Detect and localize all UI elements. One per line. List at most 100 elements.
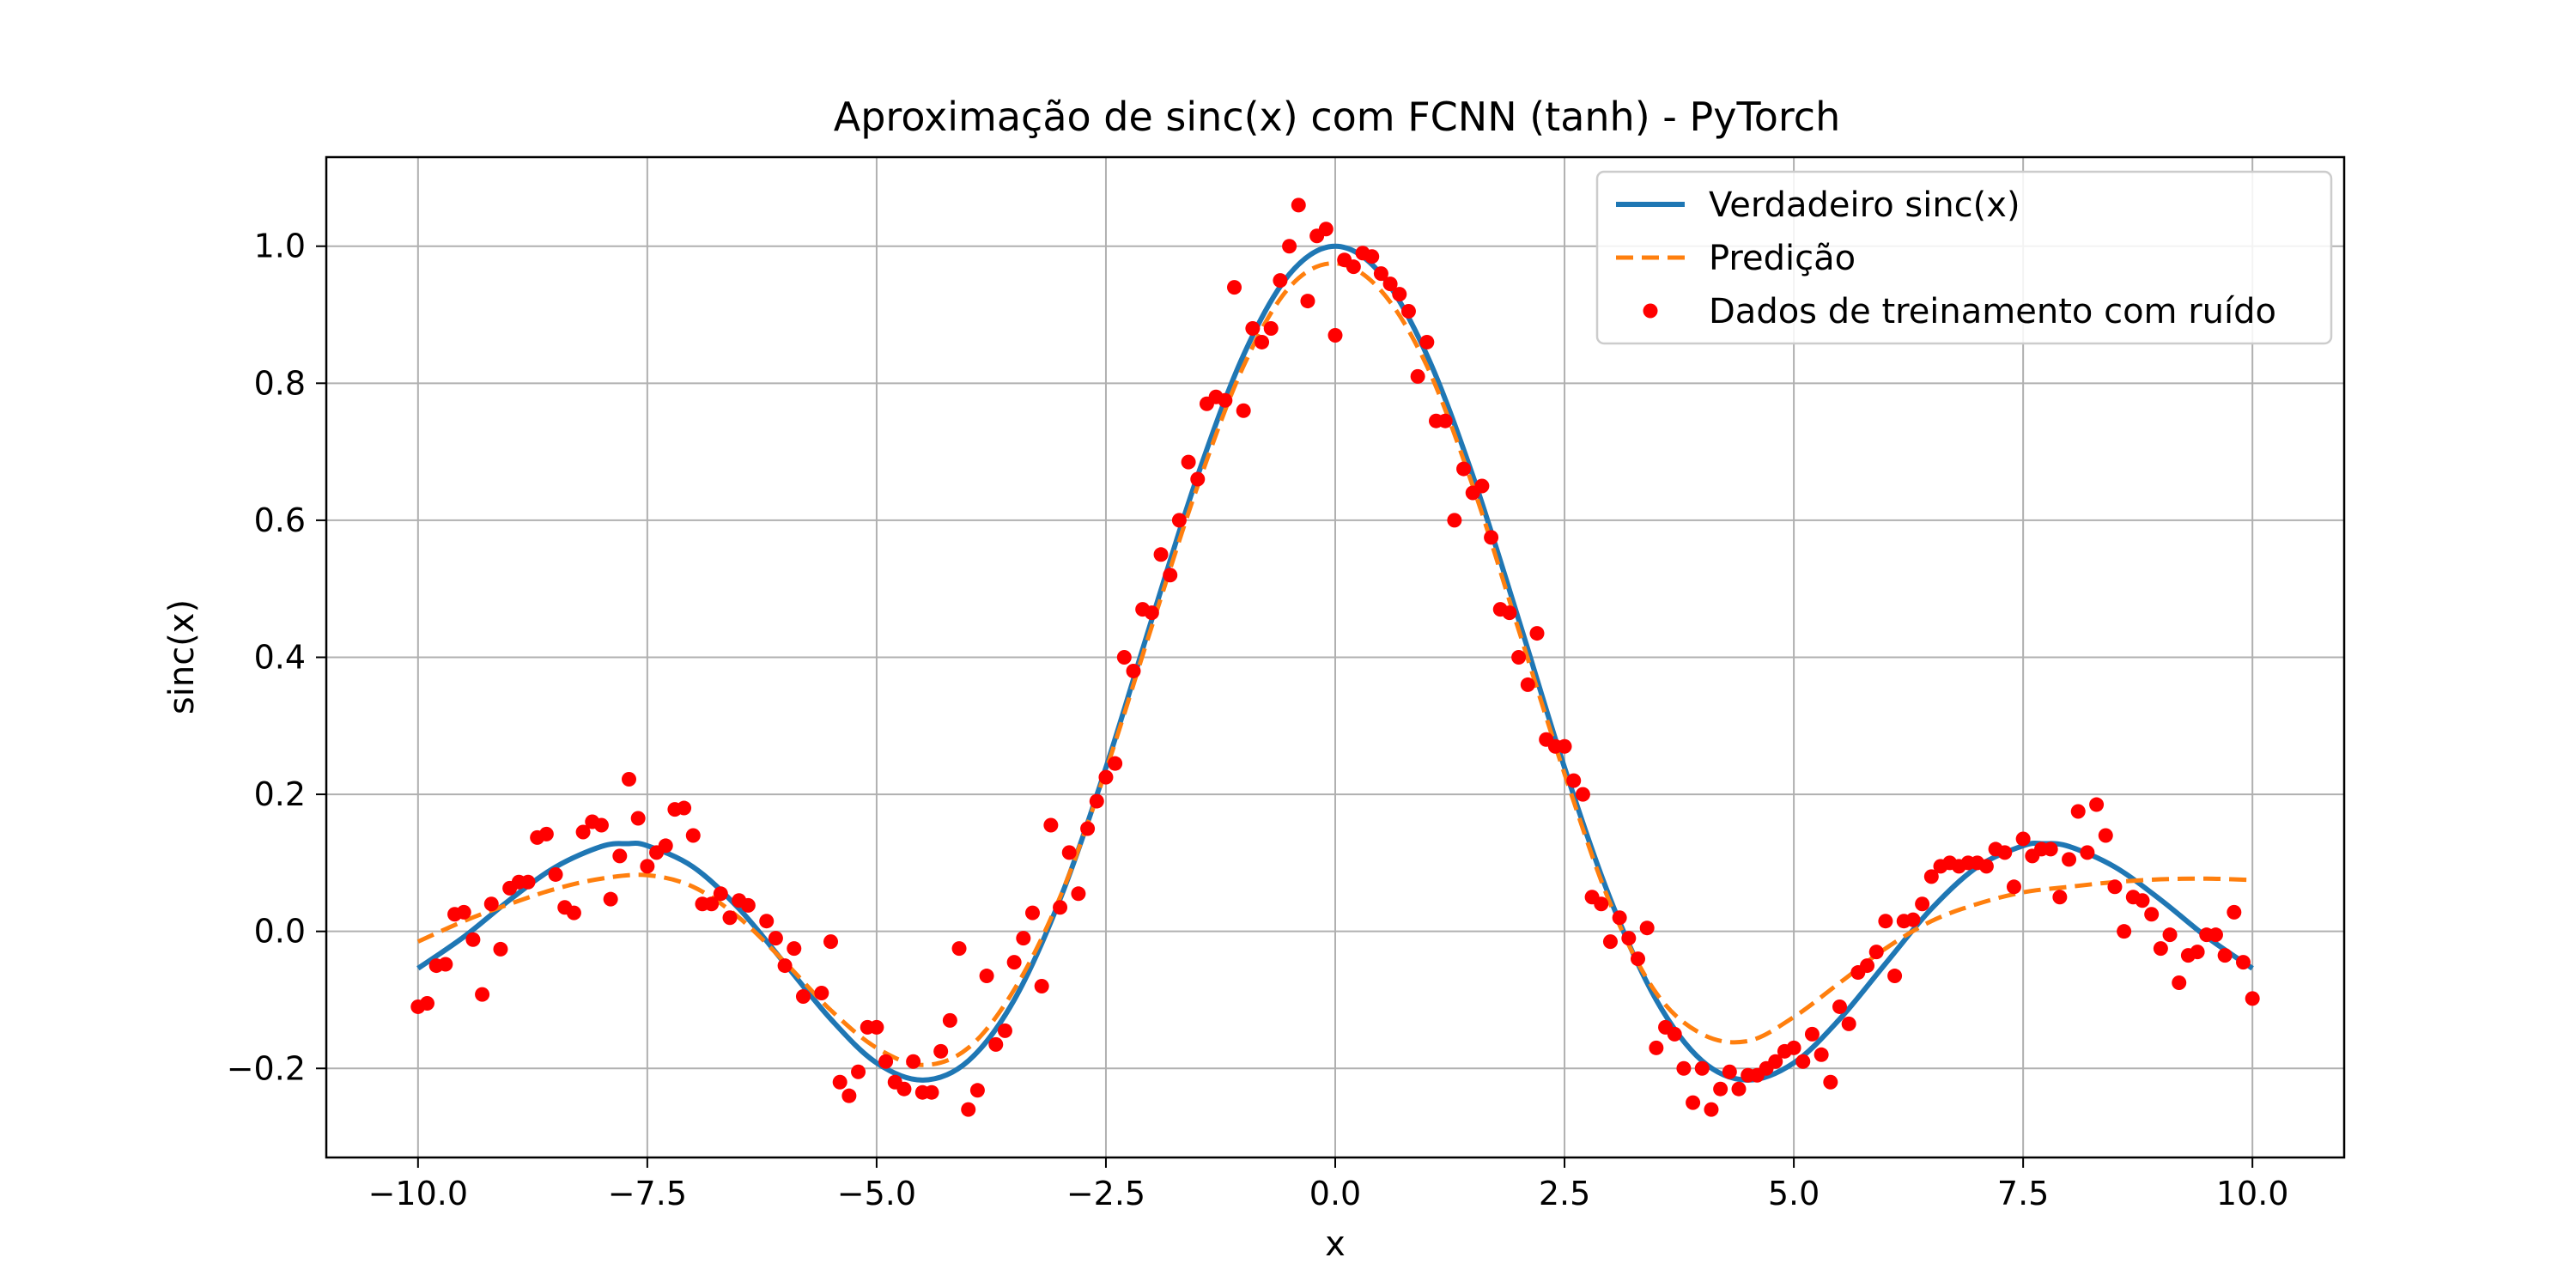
y-tick-label: 1.0	[254, 228, 306, 265]
scatter-point	[1841, 1016, 1856, 1031]
y-tick-label: 0.6	[254, 501, 306, 539]
scatter-point	[593, 817, 609, 833]
scatter-point	[1400, 304, 1416, 319]
scatter-point	[1327, 327, 1343, 343]
scatter-point	[456, 904, 471, 920]
scatter-point	[1089, 793, 1104, 809]
scatter-point	[1602, 934, 1618, 950]
x-tick-label: −10.0	[368, 1175, 468, 1212]
scatter-point	[951, 941, 967, 957]
scatter-point	[538, 826, 554, 841]
scatter-point	[1300, 294, 1315, 309]
scatter-point	[2172, 975, 2187, 991]
scatter-point	[823, 934, 838, 950]
scatter-point	[1043, 817, 1059, 833]
scatter-point	[1713, 1081, 1728, 1097]
scatter-point	[777, 958, 793, 974]
scatter-point	[1649, 1040, 1664, 1055]
y-tick-label: 0.4	[254, 639, 306, 677]
chart-title: Aproximação de sinc(x) com FCNN (tanh) -…	[834, 94, 1840, 140]
scatter-point	[1163, 568, 1178, 583]
legend-box	[1595, 170, 2333, 345]
scatter-point	[685, 828, 701, 843]
scatter-point	[1392, 287, 1407, 302]
scatter-point	[740, 897, 756, 913]
scatter-point	[2052, 890, 2068, 905]
scatter-point	[969, 1083, 985, 1098]
scatter-point	[2227, 904, 2242, 920]
scatter-point	[603, 891, 618, 907]
scatter-point	[1190, 471, 1206, 487]
scatter-point	[1731, 1081, 1747, 1097]
scatter-point	[2236, 955, 2251, 970]
scatter-point	[851, 1064, 866, 1079]
scatter-point	[1053, 900, 1068, 915]
scatter-point	[1346, 259, 1361, 275]
scatter-point	[1860, 958, 1875, 974]
x-tick-label: −2.5	[1066, 1175, 1145, 1212]
scatter-point	[1108, 756, 1123, 771]
scatter-point	[1318, 222, 1334, 237]
series-line-true-sinc	[416, 243, 2254, 1083]
scatter-point	[759, 914, 775, 929]
scatter-point	[1255, 334, 1270, 349]
x-tick-label: 5.0	[1768, 1175, 1820, 1212]
scatter-point	[1768, 1054, 1783, 1069]
scatter-point	[420, 995, 434, 1011]
x-tick-label: −5.0	[837, 1175, 916, 1212]
scatter-point	[1594, 896, 1609, 912]
scatter-point	[787, 941, 802, 957]
scatter-point	[1639, 920, 1655, 936]
scatter-point	[722, 910, 738, 926]
scatter-point	[1181, 454, 1196, 470]
scatter-point	[2062, 852, 2077, 867]
scatter-point	[1676, 1060, 1692, 1076]
scatter-point	[475, 987, 490, 1002]
scatter-point	[1382, 276, 1398, 292]
scatter-point	[612, 848, 628, 864]
legend: Verdadeiro sinc(x) Predição Dados de trein…	[1595, 170, 2333, 345]
scatter-point	[869, 1019, 884, 1035]
scatter-point	[640, 859, 655, 874]
scatter-point	[841, 1088, 857, 1103]
x-tick-label: 2.5	[1539, 1175, 1590, 1212]
scatter-point	[1437, 413, 1453, 428]
scatter-point	[1080, 821, 1096, 836]
legend-label-prediction: Predição	[1709, 239, 1856, 278]
scatter-point	[1557, 738, 1572, 754]
legend-label-points: Dados de treinamento com ruído	[1709, 292, 2276, 331]
scatter-point	[1006, 955, 1022, 970]
scatter-point	[1502, 605, 1517, 621]
scatter-point	[677, 800, 692, 816]
scatter-point	[1832, 999, 1847, 1014]
scatter-point	[1566, 773, 1582, 788]
scatter-point	[630, 811, 646, 826]
x-tick-label: 10.0	[2216, 1175, 2289, 1212]
scatter-point	[2043, 841, 2058, 857]
scatter-point	[832, 1074, 848, 1090]
y-tick-label: −0.2	[227, 1049, 306, 1087]
scatter-point	[1814, 1047, 1829, 1062]
scatter-point	[2070, 804, 2086, 819]
scatter-point	[1694, 1060, 1710, 1076]
scatter-point	[979, 969, 994, 984]
y-axis: −0.2 0.0 0.2 0.4 0.6 0.8 1.0	[227, 228, 326, 1087]
scatter-point	[1868, 945, 1884, 960]
scatter-point	[1291, 197, 1306, 213]
scatter-point	[933, 1043, 949, 1059]
scatter-point	[2107, 879, 2123, 895]
scatter-point	[1722, 1064, 1737, 1079]
scatter-point	[1474, 478, 1490, 494]
scatter-point	[2080, 845, 2095, 860]
scatter-point	[1282, 239, 1297, 254]
scatter-point	[2217, 948, 2233, 963]
scatter-point	[658, 838, 673, 854]
scatter-point	[713, 886, 728, 902]
scatter-point	[1621, 931, 1637, 946]
scatter-point	[2098, 828, 2113, 843]
scatter-point	[1410, 368, 1425, 384]
x-axis-label: x	[1325, 1224, 1346, 1264]
scatter-point	[1978, 859, 1994, 874]
scatter-point	[483, 896, 499, 912]
